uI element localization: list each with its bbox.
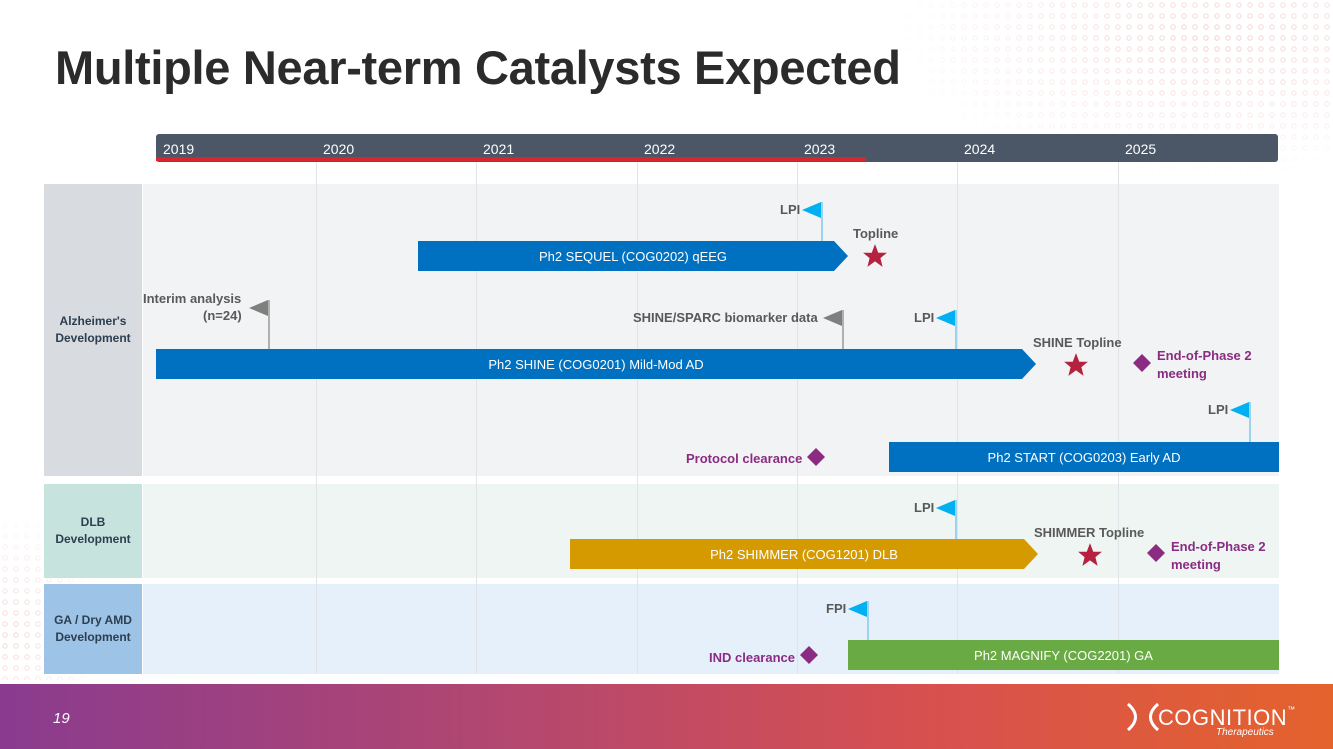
year-2022: 2022 [644, 141, 676, 157]
shine-topline-label: SHINE Topline [1033, 335, 1122, 350]
flag-icon [936, 310, 955, 326]
bar-shimmer: Ph2 SHIMMER (COG1201) DLB [570, 539, 1038, 569]
bar-sequel-label: Ph2 SEQUEL (COG0202) qEEG [538, 248, 728, 264]
year-2025: 2025 [1125, 141, 1157, 157]
footer-band [0, 684, 1333, 749]
year-2020: 2020 [323, 141, 355, 157]
bar-magnify: Ph2 MAGNIFY (COG2201) GA [848, 640, 1279, 670]
flag-icon [802, 202, 821, 218]
eop2-label-ad-line1: End-of-Phase 2 [1157, 348, 1252, 363]
lpi-pole-sequel [821, 202, 823, 241]
row-label-alzheimers-text: Alzheimer's Development [55, 314, 131, 345]
logo-name: COGNITION [1158, 705, 1288, 730]
bar-magnify-label: Ph2 MAGNIFY (COG2201) GA [974, 647, 1153, 663]
row-label-ga-text: GA / Dry AMD Development [54, 613, 132, 644]
gridline-2022 [637, 162, 638, 674]
topline-label: Topline [853, 226, 899, 241]
diamond-icon [807, 448, 825, 466]
interim-label-line1: Interim analysis [143, 291, 242, 306]
year-2019: 2019 [163, 141, 195, 157]
timeline-progress-line [156, 157, 866, 161]
lpi-label-shimmer: LPI [914, 500, 935, 515]
row-label-alzheimers: Alzheimer's Development [44, 184, 142, 476]
bar-shimmer-label: Ph2 SHIMMER (COG1201) DLB [710, 546, 898, 562]
interim-label-line2: (n=24) [203, 308, 242, 323]
gridline-2025 [1118, 162, 1119, 674]
decorative-dot-pattern [860, 0, 1333, 200]
diamond-icon [1147, 544, 1165, 562]
bar-start-label: Ph2 START (COG0203) Early AD [987, 449, 1181, 465]
bar-sequel: Ph2 SEQUEL (COG0202) qEEG [418, 241, 848, 271]
alzheimers-band [143, 184, 1279, 476]
eop2-label-dlb-line1: End-of-Phase 2 [1171, 539, 1266, 554]
fpi-label: FPI [826, 601, 847, 616]
flag-icon [1230, 402, 1249, 418]
page-number: 19 [53, 710, 70, 727]
gridline-2020 [316, 162, 317, 674]
flag-icon [936, 500, 955, 516]
year-2021: 2021 [483, 141, 515, 157]
star-icon [863, 244, 887, 267]
flag-icon [249, 300, 268, 316]
shine-sparc-label: SHINE/SPARC biomarker data [633, 310, 818, 325]
eop2-label-ad-line2: meeting [1157, 366, 1207, 381]
logo-subtitle: Therapeutics [1216, 727, 1274, 738]
shimmer-topline-label: SHIMMER Topline [1034, 525, 1145, 540]
interim-pole [268, 300, 270, 349]
shine-sparc-pole [842, 310, 844, 349]
gridline-2023 [797, 162, 798, 674]
flag-icon [823, 310, 842, 326]
logo-wordmark: COGNITION™ [1158, 705, 1296, 731]
row-label-dlb: DLB Development [44, 484, 142, 578]
lpi-label-shine: LPI [914, 310, 935, 325]
lpi-pole-shimmer [955, 500, 957, 539]
protocol-clearance-label: Protocol clearance [686, 451, 803, 466]
bar-start: Ph2 START (COG0203) Early AD [889, 442, 1279, 472]
row-label-dlb-text: DLB Development [55, 515, 131, 546]
diamond-icon [1133, 354, 1151, 372]
lpi-label-sequel: LPI [780, 202, 801, 217]
bar-shine-label: Ph2 SHINE (COG0201) Mild-Mod AD [488, 356, 704, 372]
lpi-pole-start [1249, 402, 1251, 442]
ind-clearance-label: IND clearance [709, 650, 795, 665]
star-icon [1078, 543, 1102, 566]
diamond-icon [800, 646, 818, 664]
fpi-pole [867, 601, 869, 640]
year-2023: 2023 [804, 141, 836, 157]
logo-tm: ™ [1287, 705, 1296, 714]
gridline-2021 [476, 162, 477, 674]
year-2024: 2024 [964, 141, 996, 157]
lpi-label-start: LPI [1208, 402, 1229, 417]
star-icon [1064, 353, 1088, 376]
page-title: Multiple Near-term Catalysts Expected [55, 41, 901, 94]
flag-icon [848, 601, 867, 617]
bar-shine: Ph2 SHINE (COG0201) Mild-Mod AD [156, 349, 1036, 379]
row-label-ga: GA / Dry AMD Development [44, 584, 142, 674]
lpi-pole-shine [955, 310, 957, 349]
eop2-label-dlb-line2: meeting [1171, 557, 1221, 572]
gridline-2024 [957, 162, 958, 674]
cognition-logo-icon [1126, 702, 1160, 732]
